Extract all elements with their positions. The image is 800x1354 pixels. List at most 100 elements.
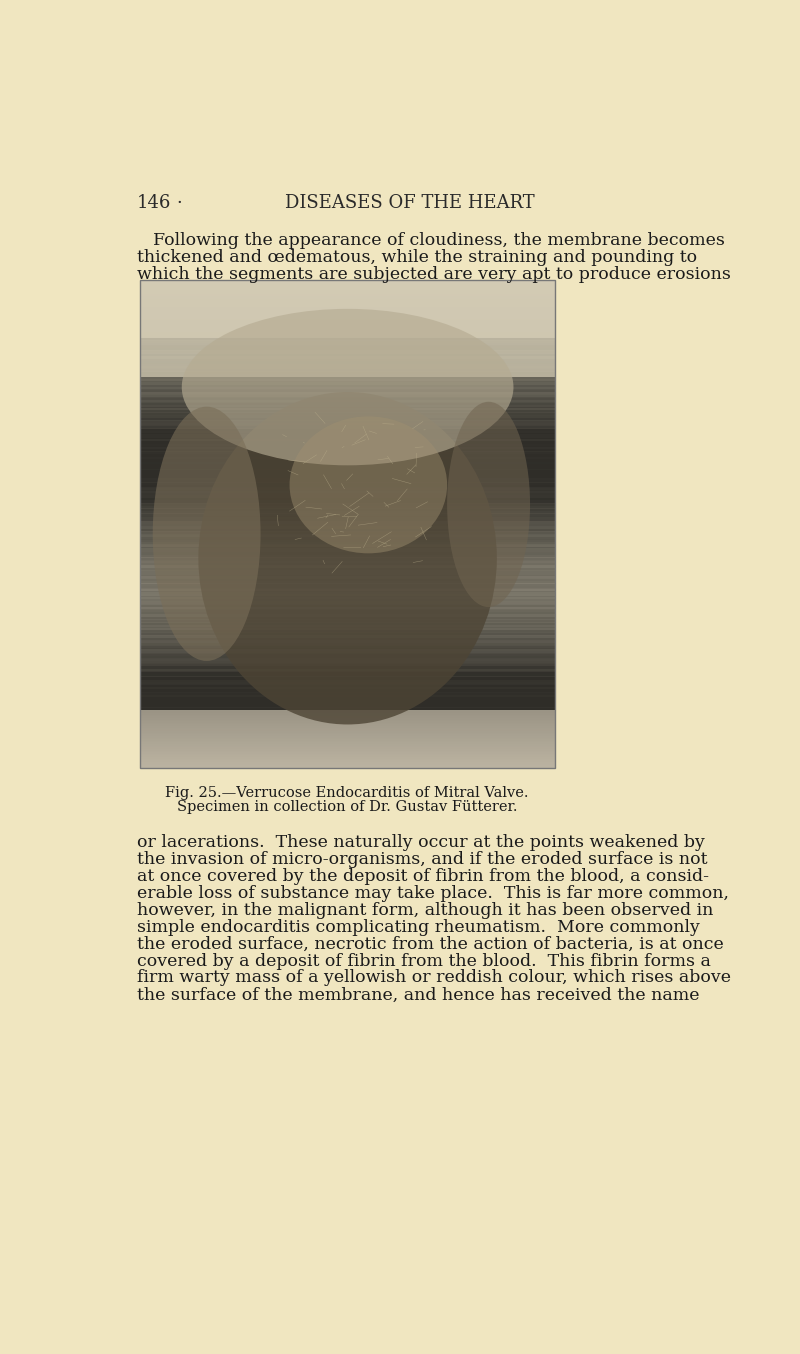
- Bar: [140, 605, 555, 608]
- Bar: [140, 467, 555, 468]
- Bar: [140, 357, 555, 360]
- Bar: [140, 734, 555, 737]
- Bar: [140, 674, 555, 676]
- Bar: [140, 386, 555, 387]
- Ellipse shape: [198, 391, 497, 724]
- Bar: [140, 676, 555, 677]
- Bar: [140, 303, 555, 306]
- Bar: [140, 506, 555, 508]
- Bar: [140, 697, 555, 699]
- Bar: [140, 589, 555, 592]
- Bar: [140, 452, 555, 455]
- Bar: [140, 580, 555, 581]
- Bar: [140, 362, 555, 363]
- Text: covered by a deposit of fibrin from the blood.  This fibrin forms a: covered by a deposit of fibrin from the …: [138, 952, 711, 969]
- Bar: [140, 519, 555, 521]
- Bar: [140, 651, 555, 653]
- Text: which the segments are subjected are very apt to produce erosions: which the segments are subjected are ver…: [138, 265, 731, 283]
- Bar: [140, 394, 555, 395]
- Bar: [140, 485, 555, 487]
- Bar: [140, 722, 555, 723]
- Bar: [140, 609, 555, 611]
- Bar: [140, 754, 555, 756]
- Bar: [140, 409, 555, 410]
- Bar: [140, 590, 555, 593]
- Bar: [140, 645, 555, 647]
- Bar: [140, 666, 555, 668]
- Text: DISEASES OF THE HEART: DISEASES OF THE HEART: [285, 194, 535, 211]
- Bar: [140, 554, 555, 555]
- Bar: [140, 739, 555, 741]
- Bar: [140, 574, 555, 577]
- Bar: [140, 716, 555, 719]
- Bar: [140, 566, 555, 569]
- Bar: [140, 613, 555, 616]
- Text: the invasion of micro-organisms, and if the eroded surface is not: the invasion of micro-organisms, and if …: [138, 850, 708, 868]
- Bar: [140, 337, 555, 338]
- Bar: [140, 478, 555, 481]
- Bar: [140, 677, 555, 680]
- Bar: [140, 513, 555, 515]
- Bar: [140, 636, 555, 639]
- Bar: [140, 397, 555, 399]
- Ellipse shape: [447, 402, 530, 607]
- Bar: [140, 437, 555, 440]
- Bar: [140, 533, 555, 536]
- Bar: [140, 375, 555, 378]
- Bar: [140, 766, 555, 769]
- Bar: [140, 421, 555, 424]
- Bar: [140, 494, 555, 497]
- Text: Fig. 25.—Verrucose Endocarditis of Mitral Valve.: Fig. 25.—Verrucose Endocarditis of Mitra…: [166, 787, 529, 800]
- Bar: [140, 294, 555, 297]
- Bar: [140, 429, 555, 432]
- Bar: [140, 359, 555, 362]
- Bar: [140, 391, 555, 394]
- Bar: [140, 747, 555, 749]
- Bar: [140, 468, 555, 471]
- Bar: [140, 302, 555, 305]
- Bar: [140, 715, 555, 716]
- Bar: [140, 410, 555, 412]
- Bar: [140, 639, 555, 642]
- Bar: [140, 558, 555, 561]
- Bar: [140, 313, 555, 314]
- Bar: [140, 441, 555, 443]
- Text: firm warty mass of a yellowish or reddish colour, which rises above: firm warty mass of a yellowish or reddis…: [138, 969, 731, 987]
- Bar: [140, 685, 555, 688]
- Bar: [140, 326, 555, 329]
- Bar: [140, 435, 555, 436]
- Bar: [140, 322, 555, 324]
- Bar: [140, 332, 555, 334]
- Bar: [140, 501, 555, 504]
- Bar: [140, 310, 555, 313]
- Bar: [140, 471, 555, 474]
- Bar: [140, 623, 555, 626]
- Bar: [140, 282, 555, 283]
- Bar: [140, 395, 555, 397]
- Bar: [140, 403, 555, 405]
- Ellipse shape: [153, 406, 261, 661]
- Bar: [140, 458, 555, 459]
- Bar: [140, 548, 555, 551]
- Bar: [140, 450, 555, 451]
- Bar: [140, 598, 555, 601]
- Bar: [140, 349, 555, 352]
- Bar: [140, 655, 555, 658]
- Bar: [140, 531, 555, 532]
- Bar: [140, 348, 555, 351]
- Bar: [140, 708, 555, 711]
- Bar: [140, 295, 555, 298]
- Bar: [140, 370, 555, 371]
- Bar: [140, 627, 555, 628]
- Bar: [140, 565, 555, 567]
- Text: Following the appearance of cloudiness, the membrane becomes: Following the appearance of cloudiness, …: [153, 232, 725, 249]
- Bar: [140, 738, 555, 739]
- Bar: [140, 707, 555, 708]
- Bar: [140, 665, 555, 666]
- Bar: [140, 372, 555, 375]
- Bar: [140, 727, 555, 730]
- Bar: [140, 563, 555, 565]
- Bar: [140, 382, 555, 385]
- Bar: [140, 509, 555, 512]
- Bar: [140, 493, 555, 496]
